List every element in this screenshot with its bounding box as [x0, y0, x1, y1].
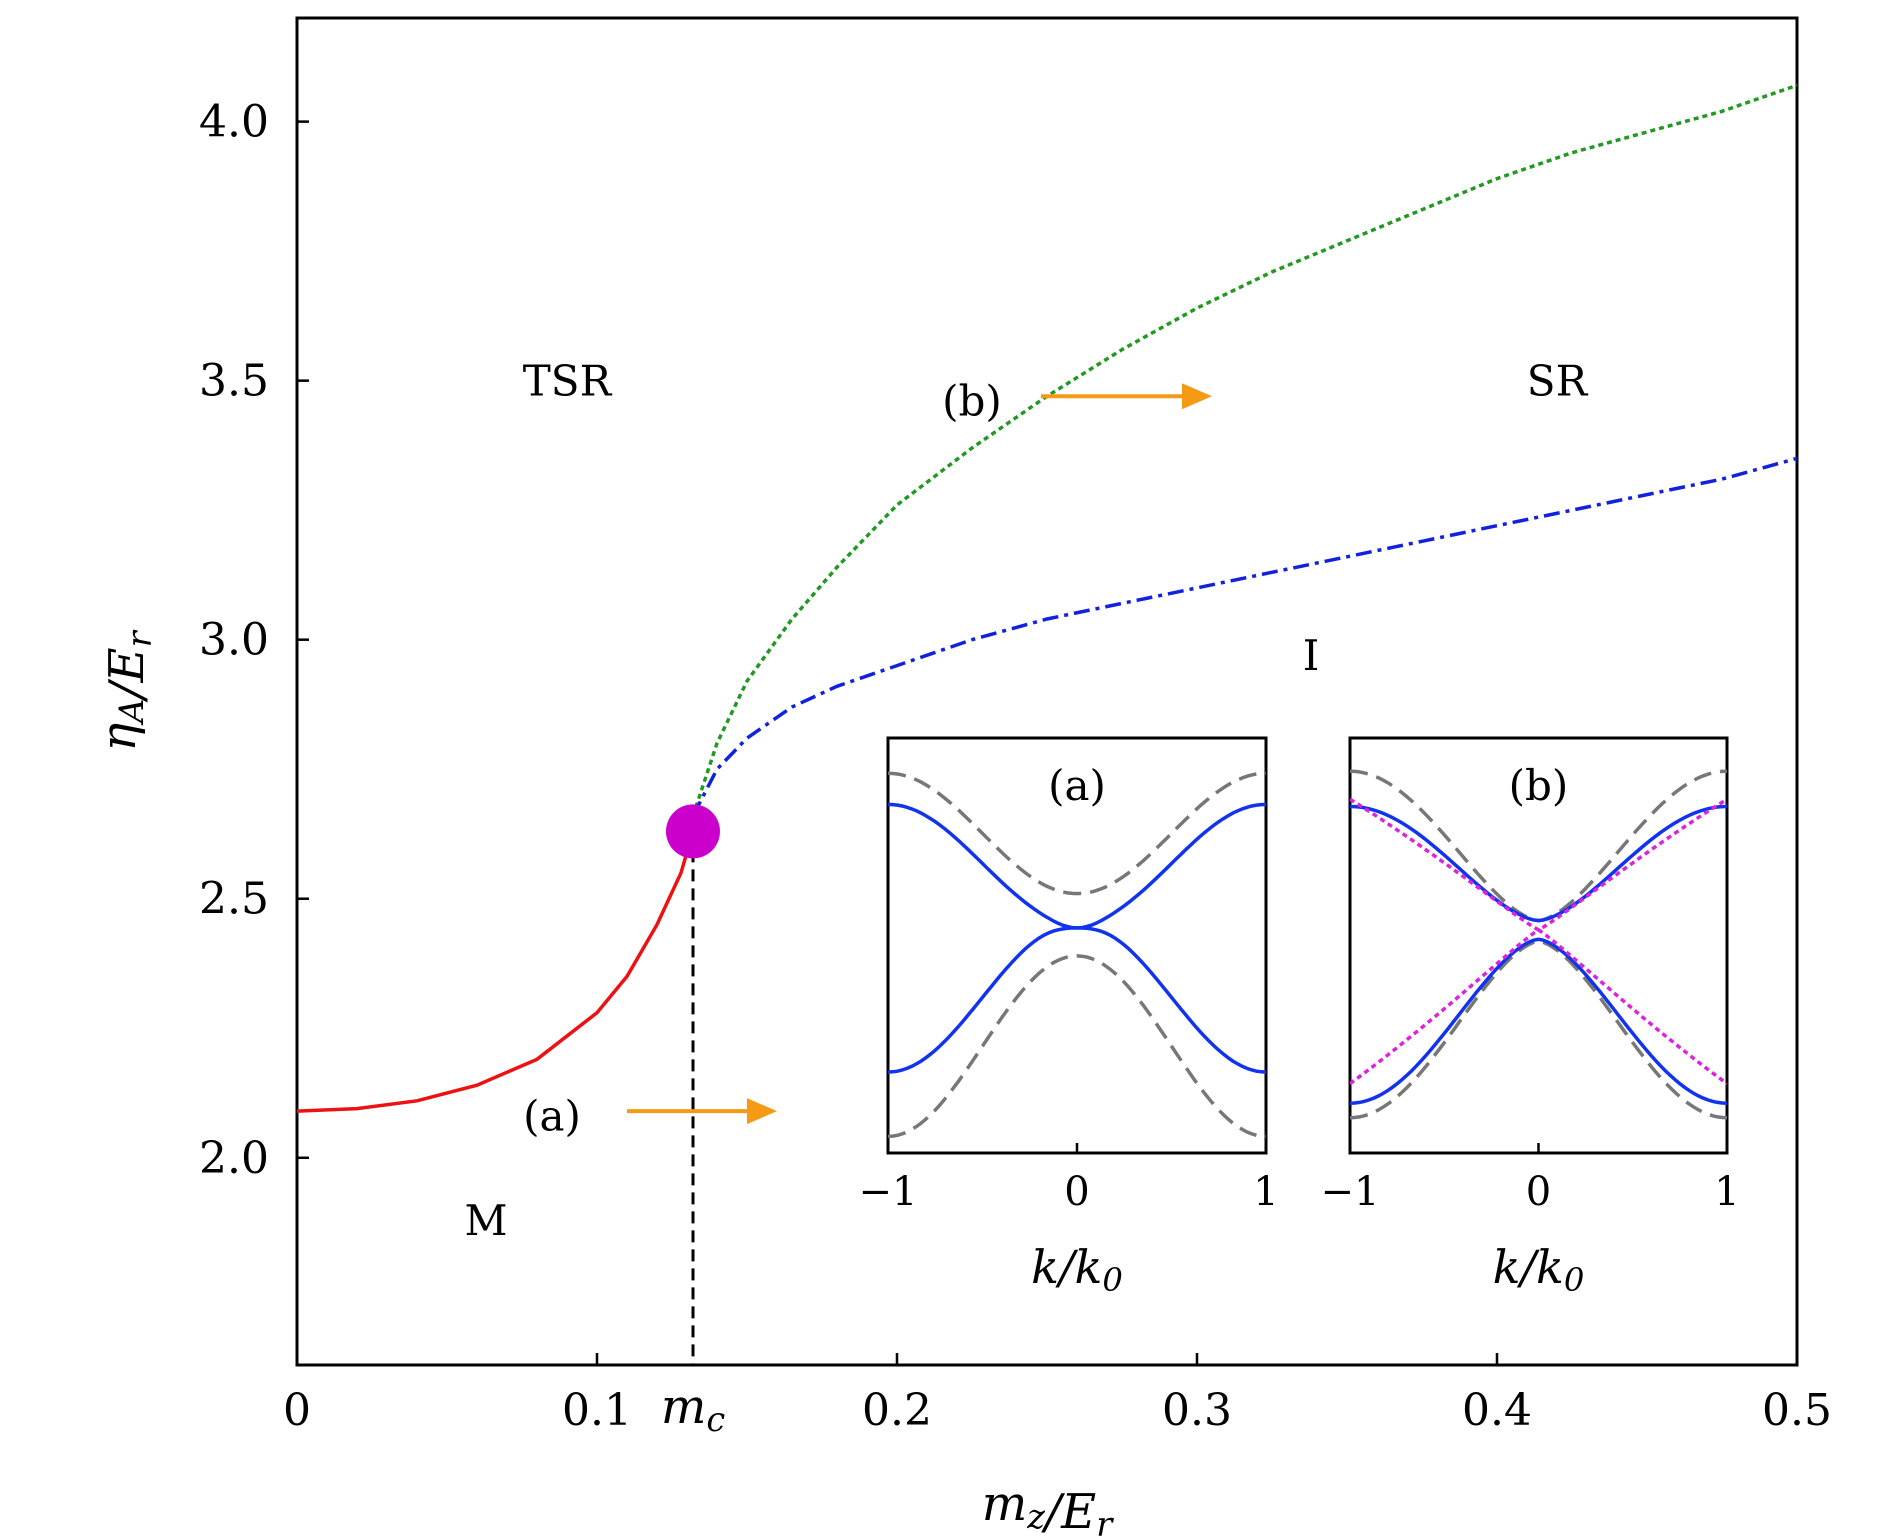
inset-curve-3: [1350, 937, 1727, 1105]
region-label: SR: [1527, 357, 1589, 406]
inset-x-tick-label: 1: [1714, 1169, 1739, 1215]
arrow-label: (a): [523, 1091, 581, 1140]
series-line-0: [296, 830, 695, 1113]
region-label: I: [1303, 631, 1320, 680]
plot-frame: [295, 16, 1799, 1367]
arrow-head: [747, 1098, 777, 1125]
inset-curve-2: [888, 771, 1266, 896]
critical-point-marker: [666, 804, 720, 859]
inset-x-axis-label: k/k0: [1031, 1240, 1123, 1299]
region-label: M: [464, 1196, 507, 1245]
y-axis-label: ηA/Er: [91, 629, 159, 751]
inset-curve-3: [888, 954, 1266, 1139]
inset-curve-5: [1350, 927, 1727, 1086]
main-plot: 0 0.1 0.2 0.3 0.4 0.5 2.0 2.5 3.0 3.5 4.0 mz/Er ηA/E…: [91, 16, 1832, 1536]
x-tick-label: 0: [283, 1385, 311, 1436]
inset-curves: [888, 771, 1266, 1139]
inset-curve-2: [1350, 804, 1727, 923]
x-tick-label: 0.4: [1462, 1385, 1532, 1436]
inset-x-axis-label: k/k0: [1493, 1240, 1585, 1299]
inset-frame: [1348, 736, 1729, 1155]
inset-curve-1: [888, 926, 1266, 1074]
inset-title: (a): [1048, 761, 1106, 810]
series-line-1: [691, 83, 1798, 817]
x-tick-label: 0.1: [562, 1385, 632, 1436]
inset-curves: [1350, 769, 1727, 1120]
y-tick-label: 2.5: [199, 874, 269, 925]
arrow-head: [1182, 383, 1212, 410]
critical-label: mc: [661, 1379, 726, 1439]
inset-x-tick-label: −1: [859, 1169, 918, 1215]
inset-x-tick-label: 0: [1526, 1169, 1551, 1215]
arrow-label: (b): [942, 376, 1002, 425]
x-axis-label: mz/Er: [982, 1476, 1114, 1536]
x-tick-label: 0.3: [1162, 1385, 1232, 1436]
y-tick-label: 2.0: [199, 1133, 269, 1184]
x-tick-label: 0.2: [862, 1385, 932, 1436]
series-line-2: [691, 456, 1798, 817]
y-tick-label: 4.0: [199, 97, 269, 148]
y-tick-label: 3.5: [199, 356, 269, 407]
x-tick-label: 0.5: [1762, 1385, 1832, 1436]
inset-title: (b): [1509, 761, 1569, 810]
inset-x-tick-label: −1: [1321, 1169, 1380, 1215]
inset-frame: [886, 736, 1268, 1155]
inset-b: (b) −1 0 1 k/k0: [1321, 736, 1740, 1299]
inset-x-tick-label: 1: [1253, 1169, 1278, 1215]
inset-x-tick-label: 0: [1064, 1169, 1089, 1215]
y-tick-label: 3.0: [199, 615, 269, 666]
inset-a: (a) −1 0 1 k/k0: [859, 736, 1279, 1299]
region-label: TSR: [523, 357, 613, 406]
